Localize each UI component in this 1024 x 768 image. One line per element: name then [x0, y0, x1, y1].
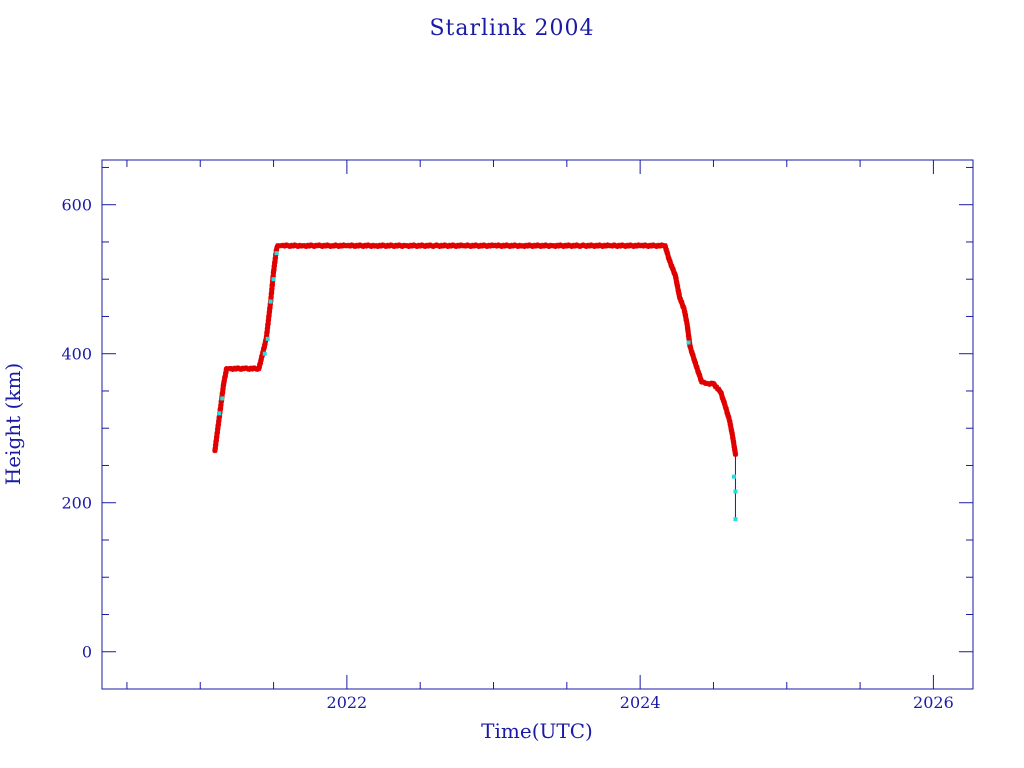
- y-axis-label: Height (km): [1, 363, 25, 485]
- data-point: [270, 273, 276, 279]
- y-tick-label: 200: [61, 494, 92, 513]
- data-point: [266, 309, 273, 315]
- x-tick-label: 2024: [620, 693, 661, 712]
- data-point: [264, 325, 271, 331]
- data-point: [215, 421, 222, 427]
- data-point: [221, 377, 227, 384]
- data-point: [272, 258, 278, 264]
- highlight-point: [274, 251, 279, 256]
- x-tick-label: 2026: [913, 693, 954, 712]
- data-point: [223, 369, 229, 375]
- data-point: [222, 373, 228, 379]
- data-point: [258, 356, 264, 363]
- x-tick-label: 2022: [327, 693, 368, 712]
- highlight-point: [686, 340, 691, 345]
- axis-tick-labels: 2022 2024 2026 0 200 400 600: [61, 196, 953, 712]
- data-point: [272, 255, 279, 261]
- highlight-point: [220, 396, 225, 401]
- highlight-point: [268, 299, 273, 304]
- data-point: [269, 289, 275, 295]
- data-point: [261, 344, 267, 350]
- data-point: [268, 294, 274, 300]
- data-point: [257, 360, 264, 366]
- data-point: [224, 366, 230, 372]
- axis-ticks: [102, 160, 973, 689]
- data-point: [267, 304, 273, 310]
- highlight-point: [733, 517, 738, 522]
- data-point: [216, 413, 223, 419]
- data-point: [732, 451, 739, 457]
- data-point: [265, 317, 272, 323]
- data-point: [264, 328, 270, 335]
- data-point: [220, 389, 226, 395]
- data-point: [269, 281, 276, 287]
- y-tick-label: 400: [61, 345, 92, 364]
- series-highlight: [217, 251, 738, 522]
- data-point: [271, 263, 277, 269]
- data-point: [262, 341, 268, 347]
- highlight-point: [217, 411, 222, 416]
- data-point: [260, 349, 266, 355]
- data-point: [271, 266, 277, 272]
- y-tick-label: 0: [82, 643, 92, 662]
- highlight-point: [733, 489, 738, 494]
- plot-frame: [101, 159, 974, 690]
- data-point: [214, 429, 221, 435]
- series-main: [212, 242, 739, 457]
- data-point: [218, 402, 224, 408]
- data-point: [264, 333, 270, 339]
- chart-title: Starlink 2004: [429, 16, 595, 41]
- data-point: [265, 320, 271, 326]
- data-point: [275, 243, 281, 249]
- x-axis-label: Time(UTC): [481, 719, 593, 743]
- data-point: [216, 417, 222, 424]
- highlight-point: [271, 277, 276, 282]
- y-tick-label: 600: [61, 196, 92, 215]
- data-point: [259, 352, 265, 358]
- data-point: [256, 364, 262, 371]
- data-point: [266, 312, 272, 318]
- data-point: [213, 437, 219, 443]
- data-point: [220, 386, 226, 392]
- highlight-point: [265, 336, 270, 341]
- data-point: [269, 286, 275, 292]
- data-point: [212, 445, 218, 451]
- highlight-point: [731, 474, 736, 479]
- data-point: [213, 441, 219, 448]
- highlight-point: [262, 351, 267, 356]
- data-point: [214, 433, 220, 440]
